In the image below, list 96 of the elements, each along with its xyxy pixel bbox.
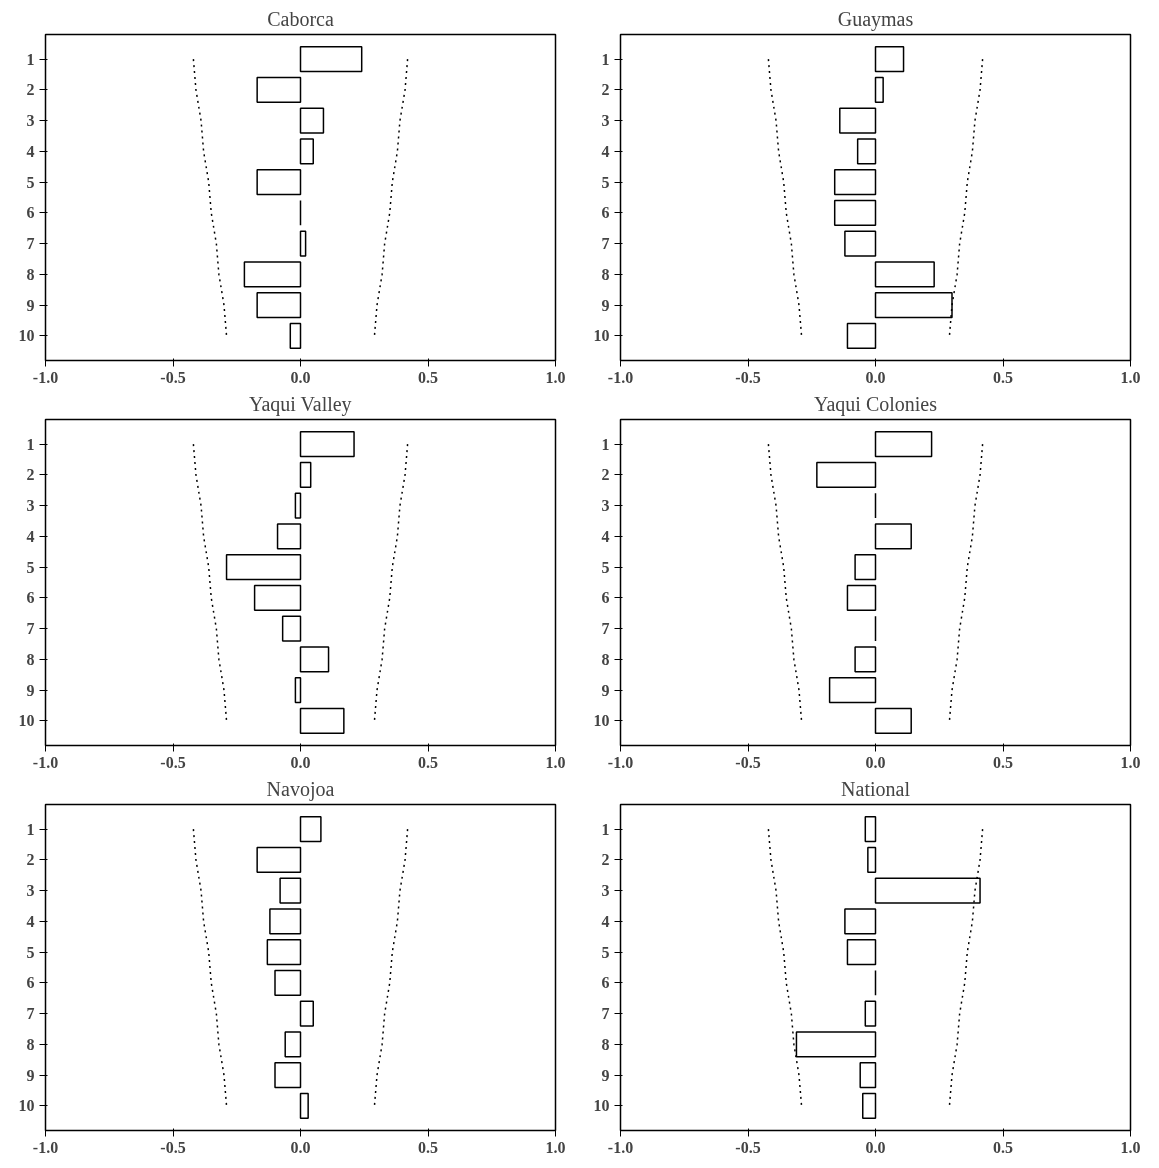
x-tick-label: -1.0 xyxy=(607,753,634,771)
x-tick-label: 0.5 xyxy=(993,753,1013,771)
x-tick-label: 0.5 xyxy=(993,368,1013,386)
y-tick-label: 2 xyxy=(26,851,35,869)
y-tick-label: 8 xyxy=(26,650,35,668)
y-tick-label: 10 xyxy=(593,1097,610,1115)
y-tick-label: 3 xyxy=(601,112,610,130)
x-tick-label: 0.0 xyxy=(290,1138,311,1156)
x-tick-label: 1.0 xyxy=(1120,753,1141,771)
x-tick-label: 0.0 xyxy=(865,368,886,386)
y-tick-label: 1 xyxy=(601,50,610,68)
y-tick-label: 9 xyxy=(601,1066,610,1084)
y-tick-label: 1 xyxy=(26,50,35,68)
x-tick-label: -0.5 xyxy=(735,368,761,386)
chart-title: Navojoa xyxy=(266,777,335,801)
y-tick-label: 3 xyxy=(26,882,35,900)
x-tick-label: 1.0 xyxy=(545,368,566,386)
y-tick-label: 6 xyxy=(26,974,35,992)
y-tick-label: 1 xyxy=(601,820,610,838)
y-tick-label: 4 xyxy=(601,142,610,160)
y-tick-label: 5 xyxy=(601,943,610,961)
x-tick-label: 0.0 xyxy=(865,753,886,771)
y-tick-label: 7 xyxy=(601,620,610,638)
y-tick-label: 6 xyxy=(601,204,610,222)
y-tick-label: 8 xyxy=(26,1035,35,1053)
y-tick-label: 4 xyxy=(26,912,35,930)
x-tick-label: 0.5 xyxy=(418,1138,438,1156)
y-tick-label: 8 xyxy=(601,650,610,668)
y-tick-label: 1 xyxy=(601,435,610,453)
x-tick-label: -1.0 xyxy=(32,753,59,771)
x-tick-label: 1.0 xyxy=(1120,1138,1141,1156)
chart-title: Caborca xyxy=(267,7,334,30)
y-tick-label: 4 xyxy=(601,912,610,930)
y-tick-label: 6 xyxy=(601,589,610,607)
y-tick-label: 10 xyxy=(18,712,35,730)
chart-title: Yaqui Colonies xyxy=(814,392,938,416)
y-tick-label: 5 xyxy=(26,558,35,576)
y-tick-label: 5 xyxy=(601,558,610,576)
y-tick-label: 3 xyxy=(26,112,35,130)
x-tick-label: 1.0 xyxy=(545,753,566,771)
y-tick-label: 10 xyxy=(593,327,610,345)
x-tick-label: 0.0 xyxy=(865,1138,886,1156)
y-tick-label: 8 xyxy=(601,1035,610,1053)
x-tick-label: -1.0 xyxy=(32,368,59,386)
x-tick-label: 0.5 xyxy=(993,1138,1013,1156)
x-tick-label: 0.5 xyxy=(418,368,438,386)
x-tick-label: -1.0 xyxy=(32,1138,59,1156)
y-tick-label: 2 xyxy=(601,81,610,99)
y-tick-label: 7 xyxy=(26,1005,35,1023)
y-tick-label: 9 xyxy=(26,681,35,699)
x-tick-label: -0.5 xyxy=(735,1138,761,1156)
y-tick-label: 2 xyxy=(601,851,610,869)
chart-title: National xyxy=(841,777,911,800)
y-tick-label: 10 xyxy=(593,712,610,730)
y-tick-label: 2 xyxy=(601,466,610,484)
y-tick-label: 2 xyxy=(26,466,35,484)
y-tick-label: 5 xyxy=(601,173,610,191)
y-tick-label: 1 xyxy=(26,820,35,838)
y-tick-label: 10 xyxy=(18,1097,35,1115)
y-tick-label: 4 xyxy=(26,527,35,545)
y-tick-label: 3 xyxy=(26,497,35,515)
y-tick-label: 5 xyxy=(26,173,35,191)
x-tick-label: -0.5 xyxy=(160,1138,186,1156)
chart-title: Guaymas xyxy=(837,7,914,31)
y-tick-label: 3 xyxy=(601,497,610,515)
x-tick-label: -0.5 xyxy=(160,753,186,771)
y-tick-label: 8 xyxy=(26,265,35,283)
x-tick-label: -0.5 xyxy=(160,368,186,386)
y-tick-label: 10 xyxy=(18,327,35,345)
y-tick-label: 7 xyxy=(26,235,35,253)
y-tick-label: 6 xyxy=(601,974,610,992)
x-tick-label: -1.0 xyxy=(607,1138,634,1156)
y-tick-label: 9 xyxy=(26,1066,35,1084)
y-tick-label: 3 xyxy=(601,882,610,900)
chart-title: Yaqui Valley xyxy=(249,392,352,416)
x-tick-label: -0.5 xyxy=(735,753,761,771)
x-tick-label: 1.0 xyxy=(545,1138,566,1156)
y-tick-label: 7 xyxy=(601,235,610,253)
x-tick-label: 0.0 xyxy=(290,753,311,771)
x-tick-label: -1.0 xyxy=(607,368,634,386)
y-tick-label: 9 xyxy=(26,296,35,314)
x-tick-label: 0.0 xyxy=(290,368,311,386)
y-tick-label: 4 xyxy=(601,527,610,545)
y-tick-label: 8 xyxy=(601,265,610,283)
x-tick-label: 0.5 xyxy=(418,753,438,771)
y-tick-label: 1 xyxy=(26,435,35,453)
y-tick-label: 5 xyxy=(26,943,35,961)
y-tick-label: 7 xyxy=(26,620,35,638)
y-tick-label: 7 xyxy=(601,1005,610,1023)
y-tick-label: 6 xyxy=(26,589,35,607)
y-tick-label: 4 xyxy=(26,142,35,160)
x-tick-label: 1.0 xyxy=(1120,368,1141,386)
y-tick-label: 2 xyxy=(26,81,35,99)
y-tick-label: 9 xyxy=(601,681,610,699)
y-tick-label: 9 xyxy=(601,296,610,314)
y-tick-label: 6 xyxy=(26,204,35,222)
